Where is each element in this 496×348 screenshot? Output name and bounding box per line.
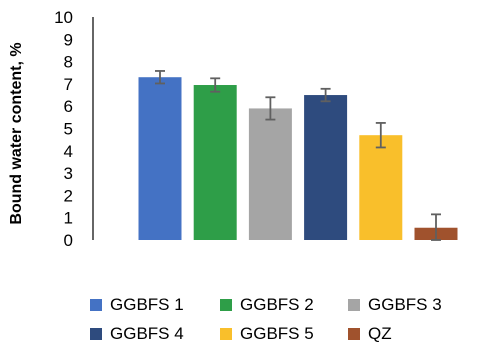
y-tick-label: 9: [64, 30, 73, 49]
bar: [138, 77, 182, 241]
error-bar: [320, 87, 331, 103]
error-bars: [155, 70, 441, 241]
y-tick-label: 2: [64, 186, 73, 205]
y-tick-label: 6: [64, 97, 73, 116]
y-axis-label: Bound water content, %: [8, 42, 25, 224]
y-axis-ticks: 0 1 2 3 4 5 6 7 8 9 10: [54, 8, 73, 250]
y-tick-label: 7: [64, 75, 73, 94]
y-tick-label: 10: [54, 8, 73, 27]
error-bar: [155, 70, 165, 85]
y-tick-label: 8: [64, 53, 73, 72]
error-bar: [210, 77, 221, 93]
bar: [304, 95, 348, 240]
y-tick-label: 0: [64, 231, 73, 250]
y-tick-label: 4: [64, 142, 73, 161]
bar: [193, 85, 237, 240]
bar: [248, 108, 292, 241]
bars: [138, 77, 458, 241]
y-tick-label: 5: [64, 120, 73, 139]
y-tick-label: 3: [64, 164, 73, 183]
error-bar: [265, 96, 276, 121]
error-bar: [431, 213, 441, 241]
bar: [359, 135, 403, 240]
y-tick-label: 1: [64, 209, 73, 228]
error-bar: [375, 122, 386, 149]
